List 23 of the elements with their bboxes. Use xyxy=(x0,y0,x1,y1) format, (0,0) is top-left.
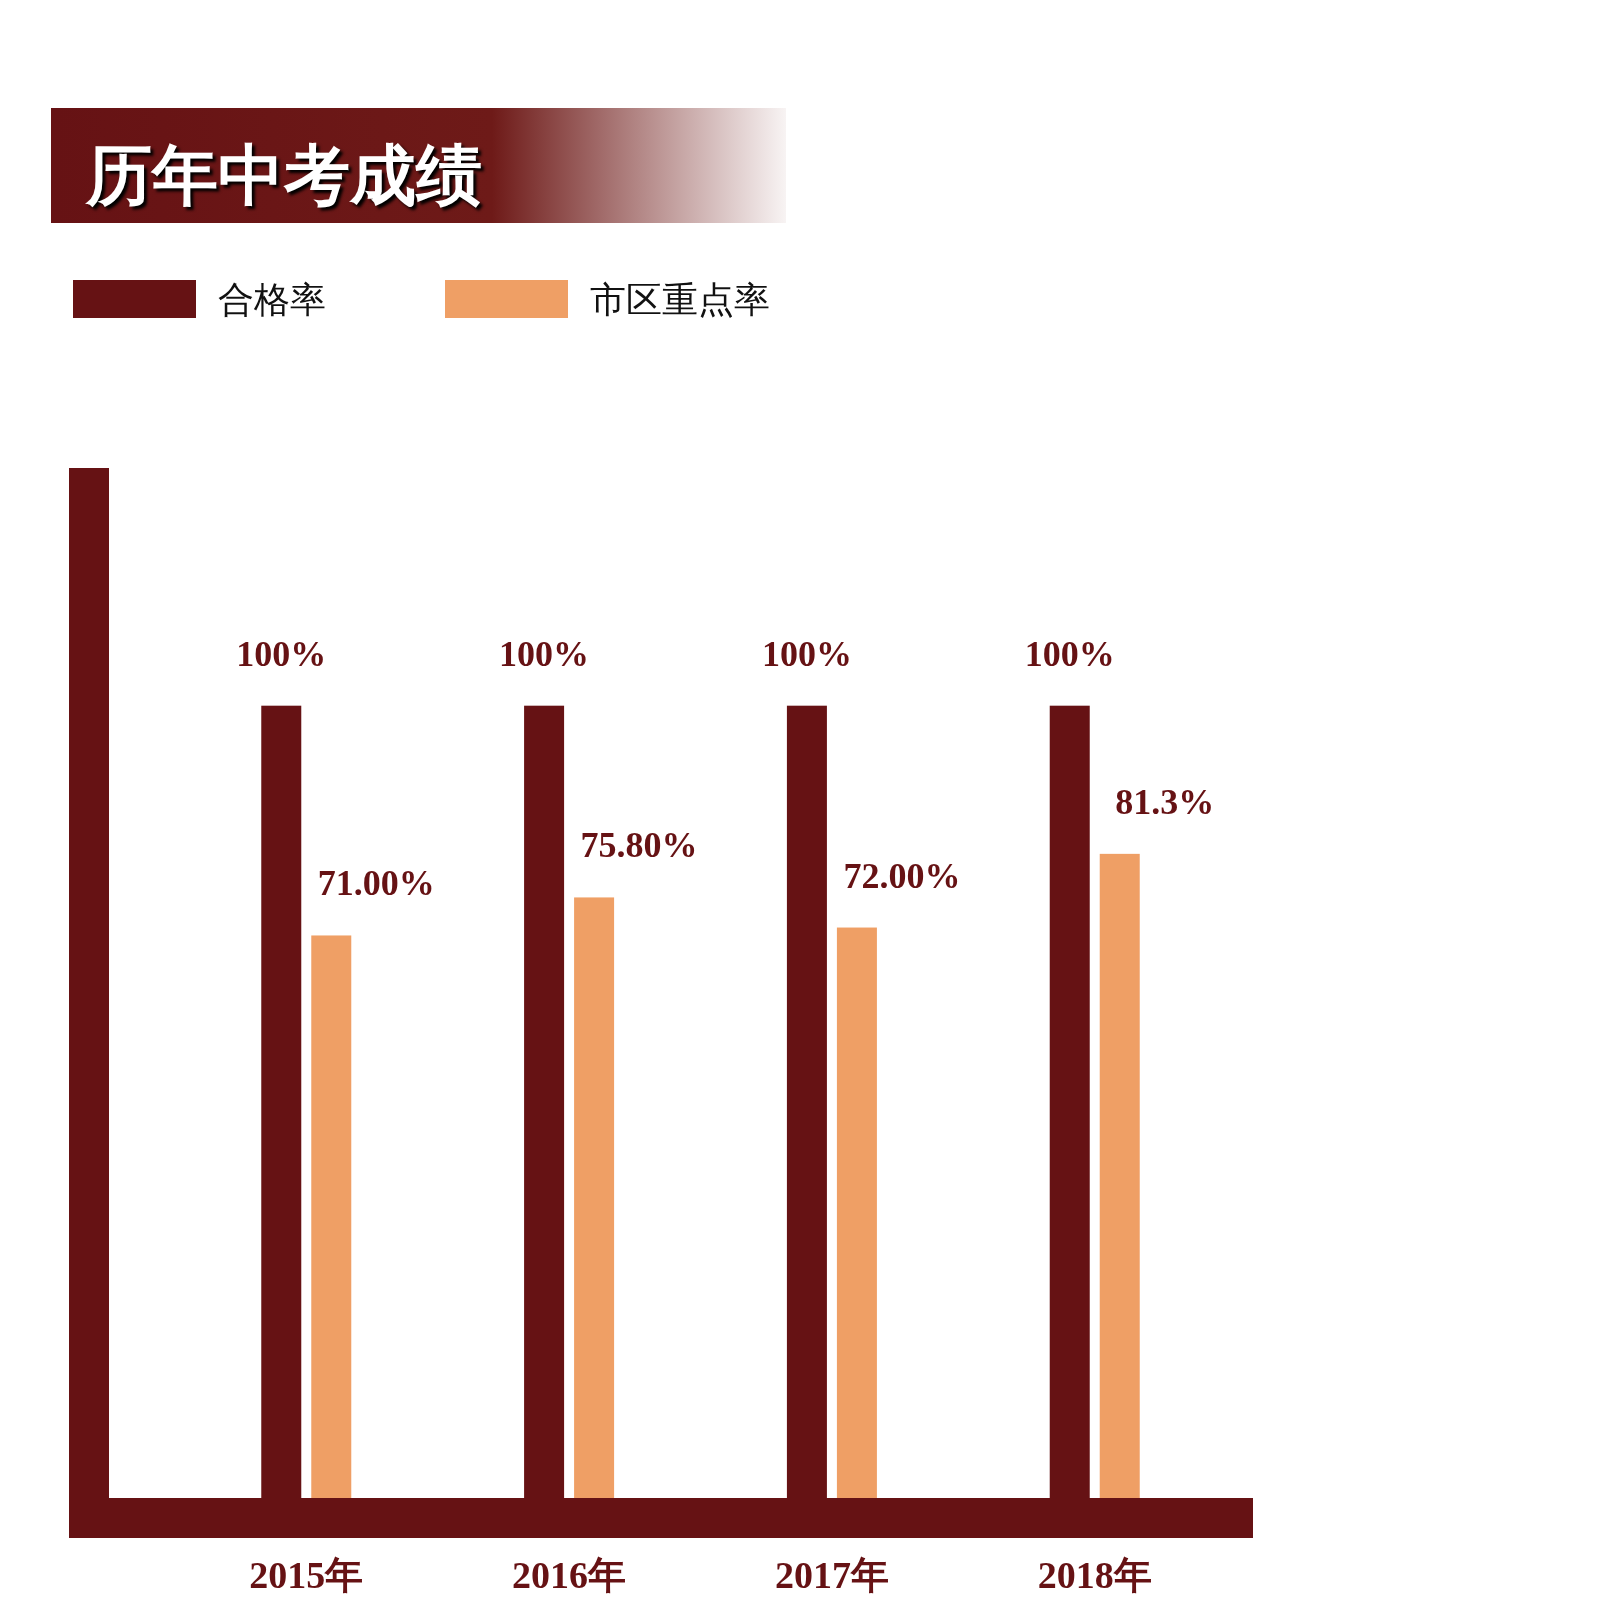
bar xyxy=(786,705,827,1498)
x-tick-label: 2016年 xyxy=(512,1554,627,1596)
data-label: 100% xyxy=(1024,633,1115,674)
x-tick-label: 2015年 xyxy=(249,1554,364,1596)
chart-title: 历年中考成绩 xyxy=(85,139,482,212)
data-label: 100% xyxy=(761,633,852,674)
bar xyxy=(261,705,302,1498)
bar xyxy=(836,927,877,1498)
data-label: 100% xyxy=(499,633,590,674)
data-label: 81.3% xyxy=(1115,781,1215,822)
bar xyxy=(524,705,565,1498)
bar xyxy=(311,935,352,1498)
bar xyxy=(1049,705,1090,1498)
bar xyxy=(1099,853,1140,1498)
data-label: 71.00% xyxy=(317,863,435,904)
x-tick-label: 2017年 xyxy=(774,1554,889,1596)
data-label: 100% xyxy=(236,633,327,674)
bar xyxy=(574,897,615,1498)
data-label: 75.80% xyxy=(580,825,698,866)
x-tick-label: 2018年 xyxy=(1037,1554,1152,1596)
legend-label: 合格率 xyxy=(218,279,326,320)
legend-label: 市区重点率 xyxy=(590,279,770,320)
data-label: 72.00% xyxy=(843,855,961,896)
